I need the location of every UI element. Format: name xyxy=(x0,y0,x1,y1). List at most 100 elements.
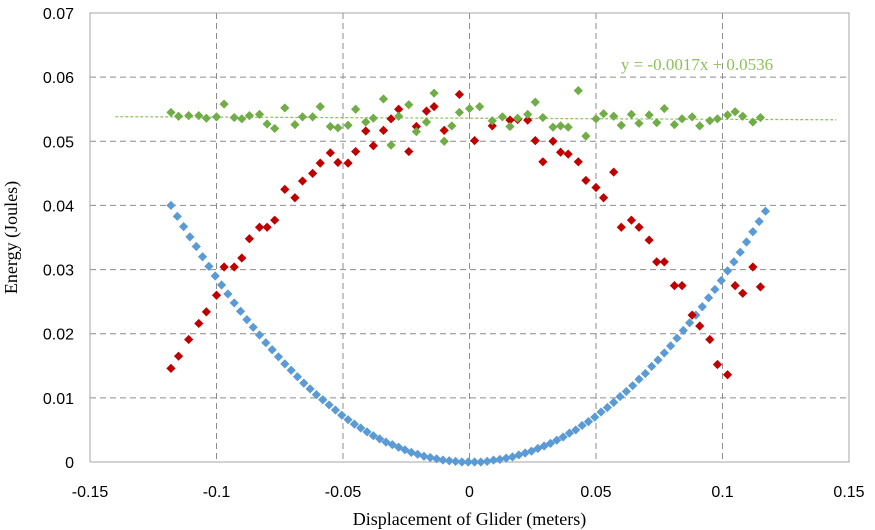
data-point xyxy=(425,452,435,463)
data-point xyxy=(712,114,723,124)
data-point xyxy=(738,111,748,121)
data-point xyxy=(337,410,347,420)
data-point xyxy=(716,275,726,286)
data-point xyxy=(501,453,511,463)
data-point xyxy=(386,140,396,150)
data-point xyxy=(439,136,449,146)
data-point xyxy=(197,252,208,262)
data-point xyxy=(361,117,371,127)
data-point xyxy=(270,123,280,134)
data-point xyxy=(280,359,290,369)
data-point xyxy=(487,121,497,131)
data-point xyxy=(330,405,341,415)
data-point xyxy=(659,348,669,358)
data-point xyxy=(429,102,439,112)
y-tick-label: 0.02 xyxy=(43,327,74,344)
data-point xyxy=(722,110,733,120)
data-point xyxy=(286,365,296,375)
data-point xyxy=(469,457,480,467)
data-point xyxy=(419,451,429,461)
data-point xyxy=(621,386,631,397)
data-point xyxy=(454,107,464,118)
data-point xyxy=(482,456,492,466)
data-point xyxy=(687,112,697,122)
data-point xyxy=(672,333,682,343)
data-point xyxy=(729,257,739,267)
data-point xyxy=(191,241,201,252)
y-axis-title: Energy (Joules) xyxy=(1,181,22,294)
data-point xyxy=(626,215,637,225)
data-point xyxy=(235,306,246,316)
data-point xyxy=(411,127,421,137)
data-point xyxy=(173,111,184,121)
data-point xyxy=(349,419,359,429)
data-point xyxy=(262,119,272,129)
data-point xyxy=(429,88,439,98)
data-point xyxy=(375,434,385,444)
x-tick-label: -0.15 xyxy=(72,484,109,501)
data-point xyxy=(581,131,591,141)
data-point xyxy=(216,280,227,290)
data-point xyxy=(297,112,308,122)
data-point xyxy=(351,146,361,157)
data-point xyxy=(548,136,558,146)
data-point xyxy=(194,111,204,121)
data-point xyxy=(290,193,300,203)
data-point xyxy=(210,271,220,281)
data-point xyxy=(173,351,184,361)
data-point xyxy=(512,113,523,123)
data-point xyxy=(520,448,530,458)
data-point xyxy=(261,338,271,348)
data-point xyxy=(254,222,265,232)
data-point xyxy=(219,99,229,109)
data-point xyxy=(315,158,325,168)
data-point xyxy=(463,457,473,467)
data-point xyxy=(404,100,414,110)
data-point xyxy=(421,106,432,116)
data-point xyxy=(343,158,353,168)
data-point xyxy=(454,89,464,100)
data-point xyxy=(308,168,318,178)
data-point xyxy=(299,378,309,388)
data-point xyxy=(223,289,233,299)
data-point xyxy=(526,446,537,456)
data-point xyxy=(305,384,315,394)
data-point xyxy=(678,325,688,336)
data-point xyxy=(368,113,378,123)
data-point xyxy=(609,397,619,407)
data-point xyxy=(659,103,669,114)
data-point xyxy=(722,370,733,380)
data-point xyxy=(596,407,606,417)
data-point xyxy=(687,310,697,320)
data-point xyxy=(545,438,556,448)
labels: Displacement of Glider (meters) Energy (… xyxy=(1,55,773,530)
data-point xyxy=(644,110,654,120)
data-point xyxy=(325,148,335,158)
data-point xyxy=(166,200,176,211)
data-point xyxy=(211,112,222,122)
data-point xyxy=(248,322,258,332)
data-point xyxy=(703,293,714,303)
data-point xyxy=(325,121,335,132)
data-point xyxy=(552,435,562,445)
data-point xyxy=(571,425,581,435)
data-point xyxy=(292,372,303,382)
data-point xyxy=(351,104,361,114)
data-point xyxy=(270,215,280,225)
data-point xyxy=(311,390,322,400)
data-point xyxy=(538,112,548,123)
data-point xyxy=(386,114,396,124)
data-point xyxy=(362,427,372,437)
data-point xyxy=(730,107,740,117)
y-tick-label: 0.03 xyxy=(43,263,74,280)
data-point xyxy=(616,120,626,130)
data-point xyxy=(356,423,366,433)
data-point xyxy=(280,103,290,113)
data-point xyxy=(421,117,432,127)
data-point xyxy=(628,381,638,391)
data-point xyxy=(705,334,715,345)
data-point xyxy=(677,114,687,124)
data-point xyxy=(439,125,449,135)
data-point xyxy=(394,104,404,114)
